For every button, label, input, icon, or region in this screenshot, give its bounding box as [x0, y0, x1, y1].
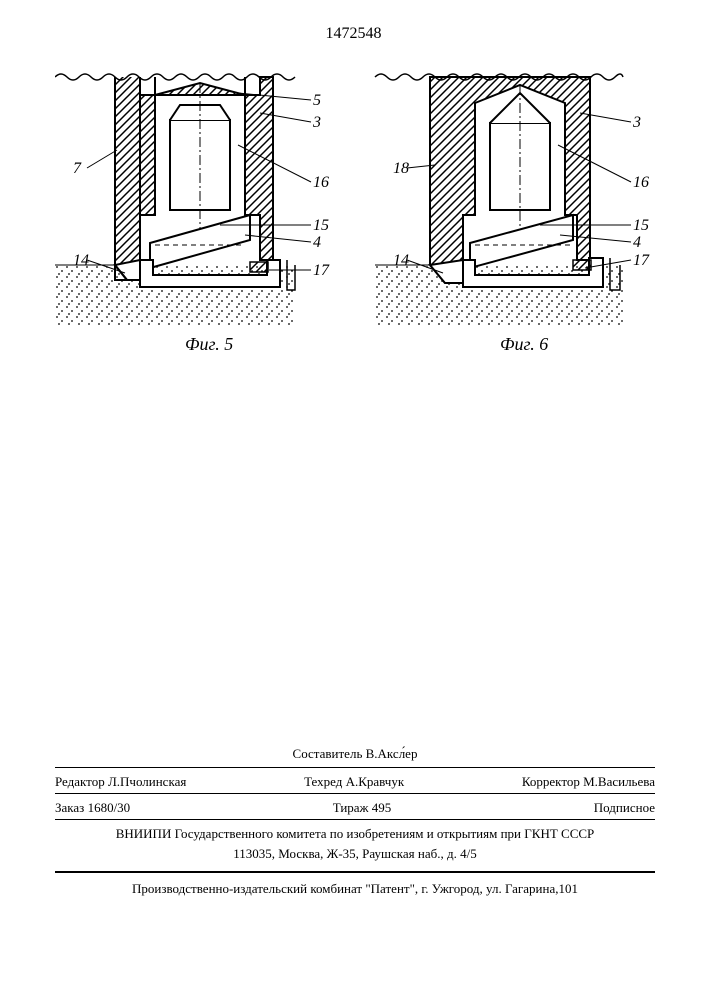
compiler-name: В.Аксл́ер — [366, 746, 418, 761]
figure-6: 3 18 16 15417 14 — [375, 74, 650, 325]
ref-label-14: 14 — [73, 252, 89, 269]
ref-label-16: 16 — [313, 174, 329, 191]
techred-label: Техред — [304, 774, 342, 789]
tirage-label: Тираж — [333, 800, 369, 815]
editor-name: Л.Пчолинская — [108, 774, 186, 789]
footer-block: Составитель В.Аксл́ер Редактор Л.Пчолинс… — [55, 744, 655, 900]
editor-label: Редактор — [55, 774, 105, 789]
org1: ВНИИПИ Государственного комитета по изоб… — [55, 819, 655, 845]
fig6-caption: Фиг. 6 — [500, 334, 548, 354]
figures-area: 537161541417 Фиг. 5 318161541714 Фиг. 6 — [55, 65, 655, 415]
techred-name: А.Кравчук — [346, 774, 405, 789]
figure-5: 5 3 7 16 154 14 17 — [55, 74, 330, 325]
ref-label-3: 3 — [632, 114, 641, 131]
ref-label-15: 15 — [313, 217, 329, 234]
ref-label-3: 3 — [312, 114, 321, 131]
ref-label-14: 14 — [393, 252, 409, 269]
ref-label-15: 15 — [633, 217, 649, 234]
ref-label-16: 16 — [633, 174, 649, 191]
figures-svg: 537161541417 Фиг. 5 318161541714 Фиг. 6 — [55, 65, 655, 415]
corrector-name: М.Васильева — [583, 774, 655, 789]
fig5-caption: Фиг. 5 — [185, 334, 233, 354]
compiler-label: Составитель — [293, 746, 363, 761]
subscription: Подписное — [594, 798, 655, 819]
order-num: 1680/30 — [88, 800, 131, 815]
tirage-num: 495 — [372, 800, 392, 815]
order-label: Заказ — [55, 800, 84, 815]
ref-label-17: 17 — [313, 262, 330, 279]
order-row: Заказ 1680/30 Тираж 495 Подписное — [55, 793, 655, 819]
credits-row: Редактор Л.Пчолинская Техред А.Кравчук К… — [55, 767, 655, 793]
ref-label-4: 4 — [633, 234, 641, 251]
ref-label-17: 17 — [633, 252, 650, 269]
corrector-label: Корректор — [522, 774, 580, 789]
ref-label-18: 18 — [393, 160, 409, 177]
org2: Производственно-издательский комбинат "П… — [55, 873, 655, 900]
ref-label-5: 5 — [313, 92, 321, 109]
ref-label-7: 7 — [73, 160, 82, 177]
compiler-row: Составитель В.Аксл́ер — [55, 744, 655, 765]
addr1: 113035, Москва, Ж-35, Раушская наб., д. … — [55, 844, 655, 873]
ref-label-4: 4 — [313, 234, 321, 251]
page-number: 1472548 — [0, 25, 707, 43]
